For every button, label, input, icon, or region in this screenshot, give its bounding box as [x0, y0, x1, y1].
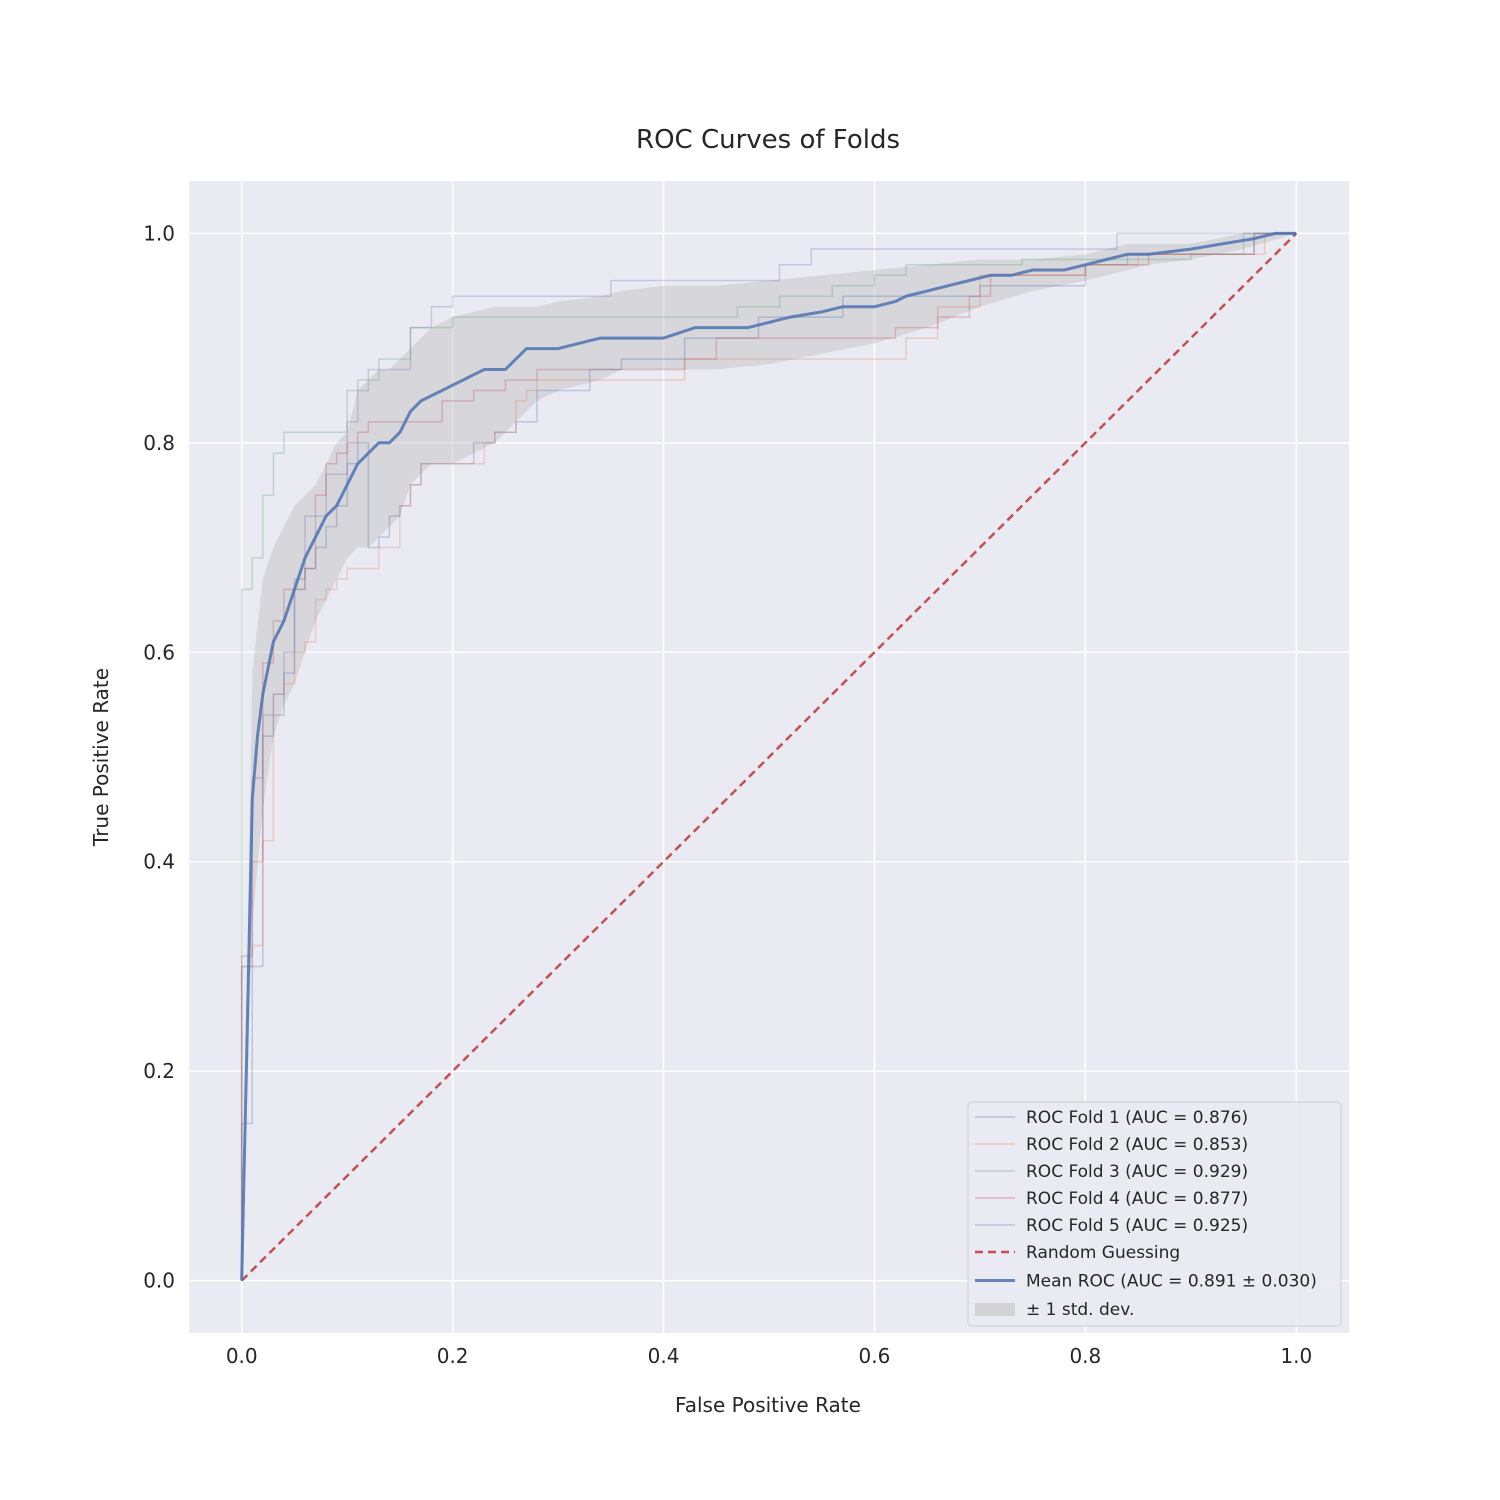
legend-label: Random Guessing	[1026, 1243, 1180, 1263]
legend-std-dev: ± 1 std. dev.	[975, 1300, 1134, 1320]
y-tick-label: 0.8	[143, 431, 175, 455]
legend-fold-5: ROC Fold 5 (AUC = 0.925)	[975, 1216, 1248, 1236]
legend-frame	[967, 1101, 1342, 1327]
legend-fold-2: ROC Fold 2 (AUC = 0.853)	[975, 1135, 1248, 1155]
legend-label: ROC Fold 5 (AUC = 0.925)	[1026, 1216, 1248, 1236]
legend-label: Mean ROC (AUC = 0.891 ± 0.030)	[1026, 1272, 1317, 1292]
fold-4-curve	[240, 232, 1297, 1281]
x-tick-label: 0.6	[859, 1344, 891, 1368]
fold-1-curve	[240, 232, 1297, 1281]
y-tick-label: 1.0	[143, 221, 175, 245]
x-tick-label: 0.8	[1069, 1344, 1101, 1368]
legend-fold-4: ROC Fold 4 (AUC = 0.877)	[975, 1189, 1248, 1209]
legend-mean-roc: Mean ROC (AUC = 0.891 ± 0.030)	[975, 1272, 1317, 1292]
x-tick-label: 0.4	[648, 1344, 680, 1368]
x-tick-label: 0.0	[226, 1344, 258, 1368]
mean-curve-layer	[240, 231, 1297, 1281]
legend: ROC Fold 1 (AUC = 0.876) ROC Fold 2 (AUC …	[967, 1101, 1342, 1327]
random-guessing-line	[240, 232, 1298, 1282]
y-tick-label: 0.2	[143, 1059, 175, 1083]
chart-title: ROC Curves of Folds	[636, 125, 900, 155]
x-tick-labels: 0.0 0.2 0.4 0.6 0.8 1.0	[226, 1344, 1312, 1368]
fold-5-curve	[240, 232, 1297, 1281]
fold-2-curve	[240, 232, 1297, 1281]
chance-line-layer	[240, 232, 1298, 1282]
legend-label: ROC Fold 3 (AUC = 0.929)	[1026, 1162, 1248, 1182]
y-tick-label: 0.4	[143, 850, 175, 874]
x-tick-label: 1.0	[1280, 1344, 1312, 1368]
legend-random-guessing: Random Guessing	[975, 1243, 1180, 1263]
y-axis-label: True Positive Rate	[89, 668, 113, 847]
legend-fold-3: ROC Fold 3 (AUC = 0.929)	[975, 1162, 1248, 1182]
fold-curves	[240, 232, 1297, 1281]
x-axis-label: False Positive Rate	[675, 1393, 861, 1417]
mean-roc-curve	[240, 231, 1297, 1281]
x-tick-label: 0.2	[437, 1344, 469, 1368]
legend-label: ± 1 std. dev.	[1026, 1300, 1134, 1320]
legend-swatch	[975, 1303, 1015, 1316]
y-tick-label: 0.0	[143, 1269, 175, 1293]
legend-label: ROC Fold 4 (AUC = 0.877)	[1026, 1189, 1248, 1209]
fold-3-curve	[240, 232, 1297, 1281]
legend-label: ROC Fold 2 (AUC = 0.853)	[1026, 1135, 1248, 1155]
legend-label: ROC Fold 1 (AUC = 0.876)	[1026, 1108, 1248, 1128]
y-tick-label: 0.6	[143, 640, 175, 664]
legend-fold-1: ROC Fold 1 (AUC = 0.876)	[975, 1108, 1248, 1128]
y-tick-labels: 0.0 0.2 0.4 0.6 0.8 1.0	[143, 221, 175, 1292]
